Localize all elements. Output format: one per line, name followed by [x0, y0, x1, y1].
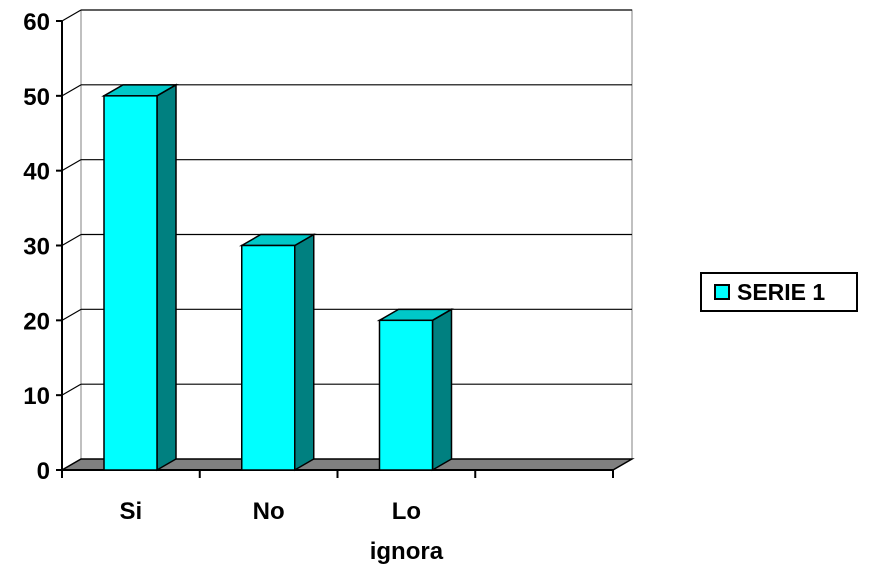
gridline-side	[61, 9, 82, 22]
y-tick-label: 40	[23, 159, 50, 186]
legend-swatch	[714, 284, 730, 300]
bar	[376, 308, 455, 472]
y-tick-label: 30	[23, 234, 50, 261]
gridline-side	[61, 233, 82, 247]
bar-front	[241, 244, 296, 471]
chart-legend: SERIE 1	[700, 272, 858, 312]
gridline-side	[61, 308, 82, 321]
bar	[238, 233, 317, 472]
y-tick-label: 60	[23, 9, 50, 36]
bar-front	[378, 319, 434, 471]
bar-side	[294, 233, 315, 472]
x-category-label: Si	[120, 498, 143, 525]
y-tick-label: 20	[23, 308, 50, 335]
gridline-side	[61, 383, 82, 396]
x-category-label: Lo ignora	[370, 498, 444, 565]
bar-side	[431, 308, 453, 472]
y-tick-label: 50	[23, 84, 50, 111]
bar-side	[156, 83, 177, 472]
y-tick-label: 10	[23, 383, 50, 410]
y-tick-labels: 0 10 20 30 40 50 60	[23, 9, 50, 485]
legend-label: SERIE 1	[737, 278, 826, 305]
gridline-side	[61, 84, 82, 97]
y-tick-label: 0	[37, 458, 50, 485]
x-category-label: No	[253, 498, 285, 525]
bar	[101, 83, 179, 472]
gridline-side	[61, 159, 82, 172]
x-category-labels: Si No Lo ignora	[120, 498, 444, 565]
chart-bars	[101, 83, 455, 472]
bar-front	[103, 95, 158, 471]
